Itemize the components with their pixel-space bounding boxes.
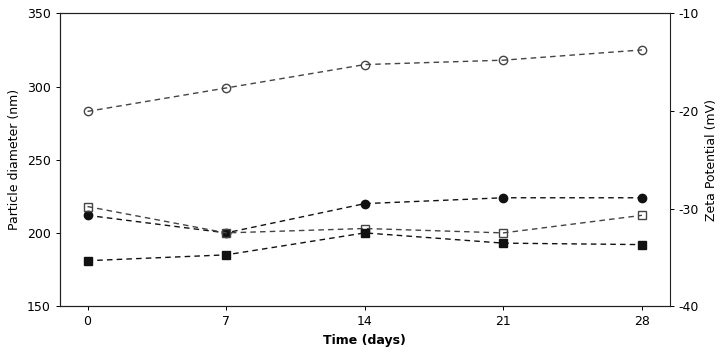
X-axis label: Time (days): Time (days)	[323, 334, 406, 347]
Y-axis label: Zeta Potential (mV): Zeta Potential (mV)	[705, 99, 718, 221]
Y-axis label: Particle diameter (nm): Particle diameter (nm)	[8, 89, 21, 230]
